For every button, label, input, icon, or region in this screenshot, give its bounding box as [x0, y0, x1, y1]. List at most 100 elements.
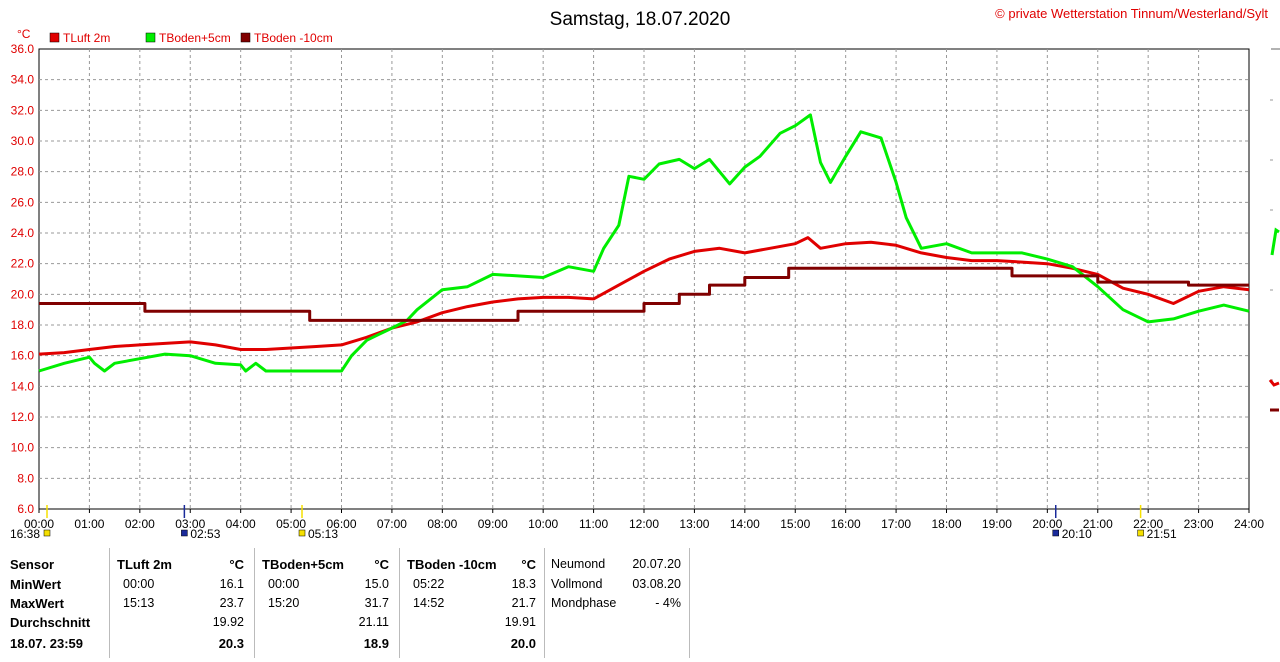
max-time: 14:52: [413, 596, 445, 610]
min-value: 15.0: [364, 577, 389, 591]
y-tick-label: 28.0: [11, 165, 35, 179]
grid: [38, 48, 1250, 513]
column-unit: °C: [374, 557, 389, 572]
legend-label: TBoden -10cm: [254, 31, 333, 45]
max-time: 15:13: [123, 596, 155, 610]
y-tick-label: 8.0: [17, 471, 34, 485]
y-tick-label: 34.0: [11, 73, 35, 87]
y-tick-label: 20.0: [11, 287, 35, 301]
astro-marker: [1052, 529, 1059, 537]
min-value: 18.3: [511, 577, 536, 591]
y-tick-label: 10.0: [11, 441, 35, 455]
x-tick-label: 22:00: [1133, 517, 1163, 531]
x-tick-label: 23:00: [1184, 517, 1214, 531]
moon-value-new: 20.07.20: [632, 557, 681, 571]
legend: TLuft 2m TBoden+5cm TBoden -10cm: [49, 31, 333, 45]
series-line-3: [39, 266, 1249, 322]
moon-label-phase: Mondphase: [551, 596, 617, 610]
y-tick-label: 32.0: [11, 103, 35, 117]
astro-time-label: 02:53: [190, 527, 220, 541]
x-tick-label: 12:00: [629, 517, 659, 531]
current-value: 20.0: [510, 636, 536, 651]
y-tick-label: 30.0: [11, 134, 35, 148]
min-time: 00:00: [268, 577, 300, 591]
x-tick-label: 17:00: [881, 517, 911, 531]
table-moon-info: Neumond 20.07.20 Vollmond 03.08.20 Mondp…: [544, 548, 690, 658]
row-label-max: MaxWert: [10, 596, 64, 611]
current-value: 18.9: [363, 636, 389, 651]
astro-marker: [298, 529, 306, 537]
x-tick-label: 03:00: [175, 517, 205, 531]
legend-label: TBoden+5cm: [159, 31, 231, 45]
max-value: 23.7: [219, 596, 244, 610]
legend-swatch: [145, 32, 156, 43]
table-sensor-column: Sensor MinWert MaxWert Durchschnitt 18.0…: [4, 548, 108, 658]
chart-title: Samstag, 18.07.2020: [550, 9, 731, 30]
x-tick-label: 11:00: [579, 517, 608, 531]
max-value: 21.7: [511, 596, 536, 610]
x-tick-label: 05:00: [276, 517, 306, 531]
x-tick-label: 01:00: [74, 517, 104, 531]
x-tick-label: 04:00: [226, 517, 256, 531]
y-tick-label: 22.0: [11, 257, 35, 271]
y-axis-ticks: 6.0 8.0 10.0 12.0 14.0 16.0 18.0 20.0 22.0 24.0 26…: [11, 42, 35, 516]
row-label-min: MinWert: [10, 577, 62, 592]
row-label-current: 18.07. 23:59: [10, 636, 84, 651]
y-tick-label: 6.0: [17, 502, 34, 516]
x-tick-label: 19:00: [982, 517, 1012, 531]
max-time: 15:20: [268, 596, 300, 610]
legend-label: TLuft 2m: [63, 31, 110, 45]
y-tick-label: 16.0: [11, 349, 35, 363]
x-tick-label: 13:00: [679, 517, 709, 531]
table-column-tluft: TLuft 2m °C 00:00 16.1 15:13 23.7 19.92 …: [109, 548, 254, 658]
series-line-1: [38, 236, 1250, 356]
x-tick-label: 21:00: [1083, 517, 1113, 531]
y-tick-label: 12.0: [11, 410, 35, 424]
astro-time-label: 16:38: [10, 527, 40, 541]
moon-label-full: Vollmond: [551, 577, 603, 591]
column-header: TLuft 2m: [117, 557, 172, 572]
x-tick-label: 14:00: [730, 517, 760, 531]
astro-marker: [43, 529, 51, 537]
x-tick-label: 20:00: [1032, 517, 1062, 531]
table-column-tboden-5cm: TBoden+5cm °C 00:00 15.0 15:20 31.7 21.1…: [254, 548, 399, 658]
y-tick-label: 14.0: [11, 379, 35, 393]
sensor-header: Sensor: [10, 557, 55, 572]
astro-time-label: 21:51: [1147, 527, 1177, 541]
x-tick-label: 09:00: [478, 517, 508, 531]
series-line-2: [38, 113, 1250, 373]
x-tick-label: 24:00: [1234, 517, 1264, 531]
temperature-chart: Samstag, 18.07.2020 © private Wetterstat…: [10, 6, 1280, 541]
copyright-note: © private Wetterstation Tinnum/Westerlan…: [995, 6, 1268, 21]
x-tick-label: 00:00: [24, 517, 54, 531]
y-tick-label: 24.0: [11, 226, 35, 240]
x-axis-ticks: 00:00 01:00 02:00 03:00 04:00 05:00 06:00 07:00…: [24, 517, 1264, 531]
y-tick-label: 36.0: [11, 42, 35, 56]
min-value: 16.1: [219, 577, 244, 591]
avg-value: 21.11: [358, 615, 389, 629]
edge-tluft: [1268, 379, 1280, 387]
moon-value-phase: - 4%: [655, 596, 681, 610]
x-tick-label: 16:00: [831, 517, 861, 531]
column-header: TBoden+5cm: [262, 557, 344, 572]
astro-marker: [1137, 529, 1144, 537]
legend-swatch: [49, 32, 60, 43]
x-tick-label: 06:00: [326, 517, 356, 531]
x-tick-label: 10:00: [528, 517, 558, 531]
max-value: 31.7: [364, 596, 389, 610]
column-unit: °C: [229, 557, 244, 572]
moon-value-full: 03.08.20: [632, 577, 681, 591]
astro-time-label: 05:13: [308, 527, 338, 541]
x-tick-label: 15:00: [780, 517, 810, 531]
edge-tboden-5cm: [1270, 227, 1280, 256]
row-label-avg: Durchschnitt: [10, 615, 91, 630]
moon-label-new: Neumond: [551, 557, 606, 571]
x-tick-label: 02:00: [125, 517, 155, 531]
y-axis-unit: °C: [17, 27, 31, 41]
min-time: 05:22: [413, 577, 445, 591]
column-header: TBoden -10cm: [407, 557, 497, 572]
y-tick-label: 18.0: [11, 318, 35, 332]
astro-marker: [181, 529, 188, 537]
x-tick-label: 18:00: [931, 517, 961, 531]
legend-swatch: [240, 32, 251, 43]
